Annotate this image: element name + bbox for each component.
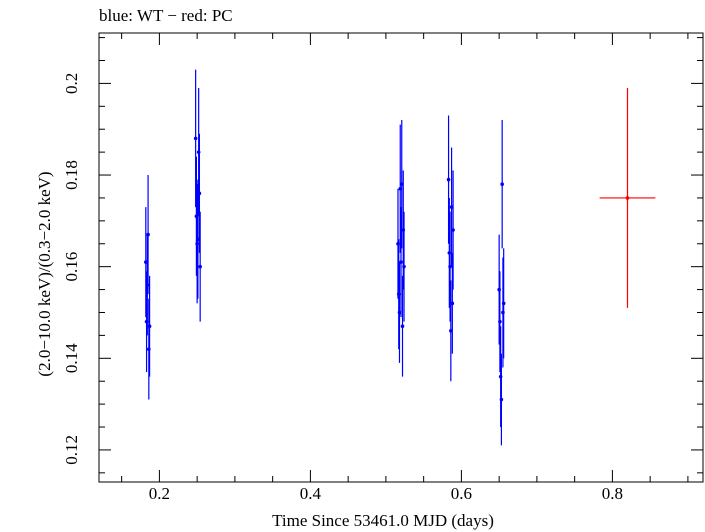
x-tick-label: 0.6 xyxy=(451,484,472,503)
x-tick-label: 0.2 xyxy=(149,484,170,503)
data-point xyxy=(450,301,455,306)
data-point xyxy=(625,196,630,200)
data-point xyxy=(146,232,150,237)
data-point xyxy=(402,264,406,269)
data-point xyxy=(400,324,405,329)
y-tick-label: 0.12 xyxy=(62,435,81,465)
x-axis: 0.2 0.4 0.6 0.8 xyxy=(121,33,689,503)
y-tick-label: 0.14 xyxy=(62,343,81,373)
chart-title: blue: WT − red: PC xyxy=(99,6,233,25)
y-axis-label: (2.0−10.0 keV)/(0.3−2.0 keV) xyxy=(35,171,54,376)
data-point xyxy=(451,228,455,232)
y-axis: 0.12 0.14 0.16 0.18 0.2 xyxy=(62,37,703,474)
data-point xyxy=(498,319,502,324)
data-point xyxy=(399,260,403,264)
data-point xyxy=(449,329,453,333)
x-tick-label: 0.8 xyxy=(602,484,623,503)
data-point xyxy=(398,186,403,191)
data-points xyxy=(144,69,656,446)
y-tick-label: 0.16 xyxy=(62,252,81,282)
x-axis-label: Time Since 53461.0 MJD (days) xyxy=(272,511,494,530)
data-point xyxy=(144,260,148,264)
y-tick-label: 0.2 xyxy=(62,73,81,94)
data-point xyxy=(196,237,200,241)
data-point xyxy=(449,205,454,209)
data-point xyxy=(197,191,202,196)
data-point xyxy=(446,177,451,182)
data-point xyxy=(501,301,506,306)
data-point xyxy=(198,264,202,269)
x-tick-label: 0.4 xyxy=(300,484,322,503)
plot-frame xyxy=(98,32,704,483)
data-point xyxy=(448,264,452,269)
data-point xyxy=(397,310,402,315)
data-point xyxy=(193,136,198,141)
y-tick-label: 0.18 xyxy=(62,160,81,190)
data-point xyxy=(399,182,404,186)
data-point xyxy=(147,324,152,329)
data-point xyxy=(500,182,504,186)
data-point xyxy=(499,397,504,402)
